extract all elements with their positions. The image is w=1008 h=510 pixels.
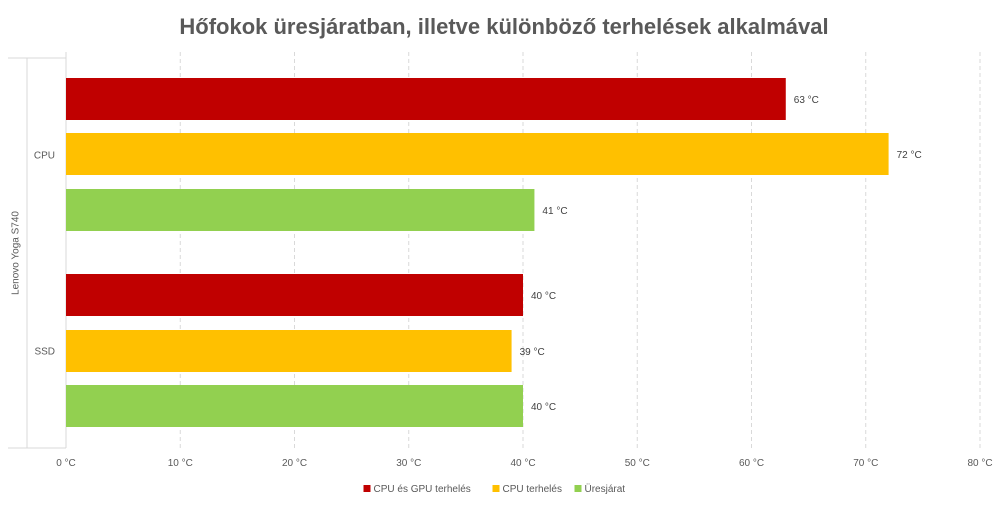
legend: CPU és GPU terhelés CPU terhelés Üresjárat [363, 483, 626, 495]
data-label: 72 °C [897, 150, 922, 161]
bar [66, 330, 512, 372]
category-axis-frame: Lenovo Yoga S740 [8, 52, 67, 449]
group-label: Lenovo Yoga S740 [11, 211, 22, 295]
bar [66, 189, 535, 231]
x-tick-label: 20 °C [282, 458, 307, 469]
x-tick-label: 80 °C [967, 458, 992, 469]
x-tick-label: 60 °C [739, 458, 764, 469]
x-axis: 0 °C 10 °C 20 °C 30 °C 40 °C 50 °C 60 °C 70 °C 8… [34, 151, 993, 470]
bar [66, 78, 786, 120]
bar [66, 274, 523, 316]
legend-label: CPU terhelés [503, 484, 562, 495]
x-tick-label: 70 °C [853, 458, 878, 469]
bars [66, 78, 889, 427]
legend-swatch [574, 485, 582, 492]
data-label: 40 °C [531, 291, 556, 302]
data-label: 41 °C [542, 206, 567, 217]
bar [66, 385, 523, 427]
chart-title: Hőfokok üresjáratban, illetve különböző … [179, 14, 829, 39]
bar [66, 133, 889, 175]
legend-label: CPU és GPU terhelés [374, 484, 471, 495]
category-label: CPU [34, 151, 55, 162]
legend-label: Üresjárat [585, 483, 626, 495]
data-labels: 63 °C 72 °C 41 °C 40 °C 39 °C 40 °C [520, 95, 922, 413]
data-label: 40 °C [531, 402, 556, 413]
x-tick-label: 0 °C [56, 458, 76, 469]
legend-swatch [492, 485, 500, 492]
data-label: 63 °C [794, 95, 819, 106]
x-tick-label: 30 °C [396, 458, 421, 469]
x-tick-label: 10 °C [168, 458, 193, 469]
x-tick-label: 50 °C [625, 458, 650, 469]
data-label: 39 °C [520, 347, 545, 358]
category-label: SSD [34, 347, 55, 358]
legend-swatch [363, 485, 371, 492]
x-tick-label: 40 °C [510, 458, 535, 469]
